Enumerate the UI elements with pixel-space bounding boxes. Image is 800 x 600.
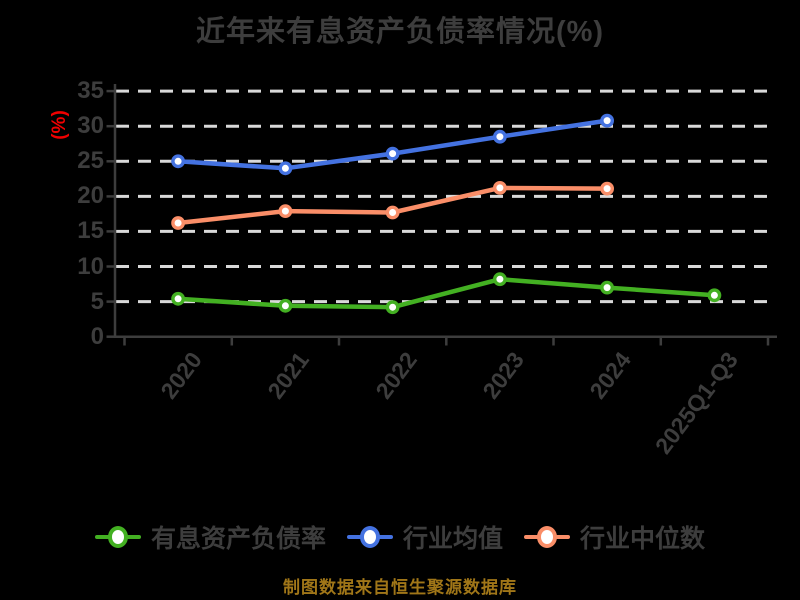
legend-line-marker-icon: [346, 525, 393, 549]
y-tick-label: 0: [90, 323, 104, 350]
data-point-marker: [492, 129, 507, 144]
legend-label: 有息资产负债率: [150, 525, 326, 553]
legend-item: 有息资产负债率: [94, 519, 326, 555]
data-point-marker: [385, 300, 400, 315]
y-tick-label: 20: [77, 182, 104, 209]
y-tick-label: 30: [77, 112, 104, 139]
data-point-marker: [492, 272, 507, 287]
data-point-marker: [171, 154, 186, 169]
data-point-marker: [278, 161, 293, 176]
data-point-marker: [707, 288, 722, 303]
chart-title: 近年来有息资产负债率情况(%): [195, 16, 605, 48]
y-tick-label: 10: [77, 253, 104, 280]
data-point-marker: [492, 180, 507, 195]
data-point-marker: [278, 298, 293, 313]
legend-label: 行业中位数: [580, 525, 706, 553]
data-point-marker: [171, 291, 186, 306]
data-point-marker: [278, 204, 293, 219]
legend-line-marker-icon: [94, 525, 141, 549]
series-line: [175, 276, 717, 310]
y-tick-label: 15: [77, 217, 104, 244]
data-point-marker: [385, 146, 400, 161]
data-point-marker: [171, 216, 186, 230]
data-point-marker: [600, 181, 614, 196]
legend-item: 行业均值: [346, 519, 503, 555]
data-point-marker: [385, 205, 400, 220]
y-tick-label: 25: [77, 147, 104, 174]
legend-line-marker-icon: [524, 525, 570, 549]
data-point-marker: [600, 280, 614, 295]
y-tick-label: 35: [77, 77, 104, 104]
data-point-marker: [600, 113, 614, 128]
legend-label: 行业均值: [402, 525, 503, 553]
y-tick-label: 5: [90, 288, 104, 315]
legend: 有息资产负债率 行业均值 行业中位数: [0, 514, 800, 560]
footer-note: 制图数据来自恒生聚源数据库: [283, 578, 517, 597]
legend-item: 行业中位数: [524, 519, 705, 555]
